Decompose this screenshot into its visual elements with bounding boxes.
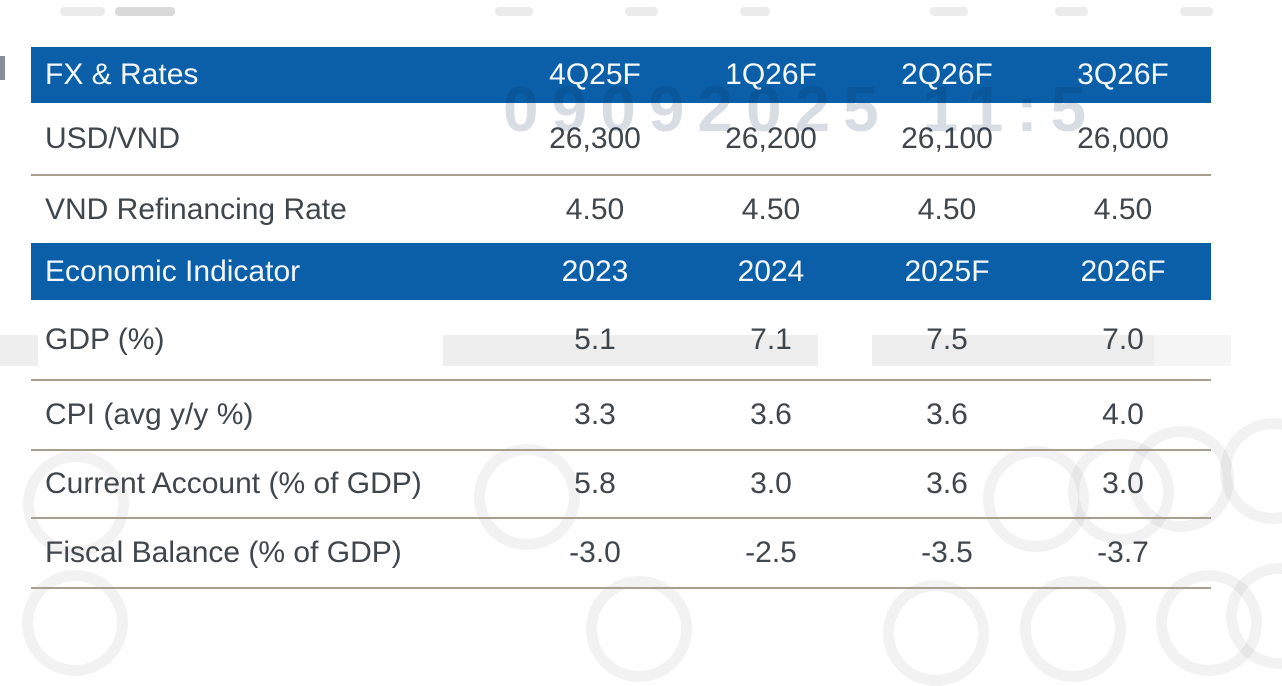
table-row-cpi: CPI (avg y/y %) 3.3 3.6 3.6 4.0 bbox=[31, 381, 1211, 451]
column-header-3q26f: 3Q26F bbox=[1077, 58, 1169, 91]
row-label: USD/VND bbox=[45, 121, 181, 155]
cell-value: 26,200 bbox=[725, 121, 817, 155]
row-label: VND Refinancing Rate bbox=[45, 192, 347, 226]
gdp-row-highlight-band bbox=[1154, 335, 1231, 366]
cell-value: -3.5 bbox=[921, 536, 973, 569]
cell-value: 26,300 bbox=[549, 121, 641, 155]
cell-value: 4.50 bbox=[1093, 192, 1153, 226]
column-header-1q26f: 1Q26F bbox=[725, 58, 817, 91]
row-label: GDP (%) bbox=[45, 322, 165, 356]
fx-rates-header-title: FX & Rates bbox=[45, 58, 199, 91]
cell-value: 7.1 bbox=[750, 322, 792, 356]
cell-value: 5.8 bbox=[574, 467, 616, 500]
gdp-row-highlight-band bbox=[872, 335, 1154, 366]
circle-watermark-icon bbox=[1020, 576, 1126, 682]
cell-value: 3.0 bbox=[1102, 467, 1144, 500]
cell-value: 4.0 bbox=[1102, 398, 1144, 431]
column-header-4q25f: 4Q25F bbox=[549, 58, 641, 91]
top-dash-artifact bbox=[1180, 7, 1213, 16]
column-header-2025f: 2025F bbox=[904, 254, 990, 288]
column-header-2023: 2023 bbox=[561, 254, 629, 288]
top-dash-artifact bbox=[625, 7, 658, 16]
cell-value: -3.0 bbox=[569, 536, 621, 569]
gdp-row-highlight-band bbox=[443, 335, 818, 366]
economic-indicator-header-title: Economic Indicator bbox=[45, 254, 301, 288]
cell-value: 3.3 bbox=[574, 398, 616, 431]
cell-value: -2.5 bbox=[745, 536, 797, 569]
cell-value: 4.50 bbox=[917, 192, 977, 226]
top-dash-artifact bbox=[930, 7, 968, 16]
top-dash-artifact bbox=[1055, 7, 1088, 16]
fx-rates-header-row: FX & Rates 4Q25F 1Q26F 2Q26F 3Q26F bbox=[31, 47, 1211, 103]
gdp-row-highlight-band bbox=[0, 335, 38, 366]
row-label: Fiscal Balance (% of GDP) bbox=[45, 536, 402, 569]
left-edge-artifact bbox=[0, 56, 5, 80]
column-header-2026f: 2026F bbox=[1080, 254, 1166, 288]
cell-value: 5.1 bbox=[574, 322, 616, 356]
cell-value: 3.6 bbox=[926, 467, 968, 500]
table-row-current-account: Current Account (% of GDP) 5.8 3.0 3.6 3… bbox=[31, 451, 1211, 519]
cell-value: 3.6 bbox=[926, 398, 968, 431]
table-row-gdp: GDP (%) 5.1 7.1 7.5 7.0 bbox=[31, 300, 1211, 381]
cell-value: 7.5 bbox=[926, 322, 968, 356]
forecast-table: FX & Rates 4Q25F 1Q26F 2Q26F 3Q26F USD/V… bbox=[31, 47, 1211, 589]
top-dash-artifact bbox=[60, 7, 105, 16]
row-label: CPI (avg y/y %) bbox=[45, 398, 254, 431]
table-row-usd-vnd: USD/VND 26,300 26,200 26,100 26,000 bbox=[31, 103, 1211, 176]
economic-indicator-header-row: Economic Indicator 2023 2024 2025F 2026F bbox=[31, 243, 1211, 300]
column-header-2024: 2024 bbox=[737, 254, 805, 288]
table-row-fiscal-balance: Fiscal Balance (% of GDP) -3.0 -2.5 -3.5… bbox=[31, 519, 1211, 589]
cell-value: 26,000 bbox=[1077, 121, 1169, 155]
top-dash-artifact bbox=[495, 7, 533, 16]
circle-watermark-icon bbox=[23, 451, 129, 557]
cell-value: -3.7 bbox=[1097, 536, 1149, 569]
top-dash-artifact bbox=[740, 7, 770, 16]
table-row-refinancing-rate: VND Refinancing Rate 4.50 4.50 4.50 4.50 bbox=[31, 176, 1211, 243]
cell-value: 7.0 bbox=[1102, 322, 1144, 356]
cell-value: 26,100 bbox=[901, 121, 993, 155]
cell-value: 3.6 bbox=[750, 398, 792, 431]
row-label: Current Account (% of GDP) bbox=[45, 467, 422, 500]
cell-value: 4.50 bbox=[741, 192, 801, 226]
cell-value: 3.0 bbox=[750, 467, 792, 500]
circle-watermark-icon bbox=[1220, 418, 1282, 524]
circle-watermark-icon bbox=[586, 576, 692, 682]
cell-value: 4.50 bbox=[565, 192, 625, 226]
column-header-2q26f: 2Q26F bbox=[901, 58, 993, 91]
top-dash-artifact bbox=[115, 7, 175, 16]
circle-watermark-icon bbox=[883, 580, 989, 686]
